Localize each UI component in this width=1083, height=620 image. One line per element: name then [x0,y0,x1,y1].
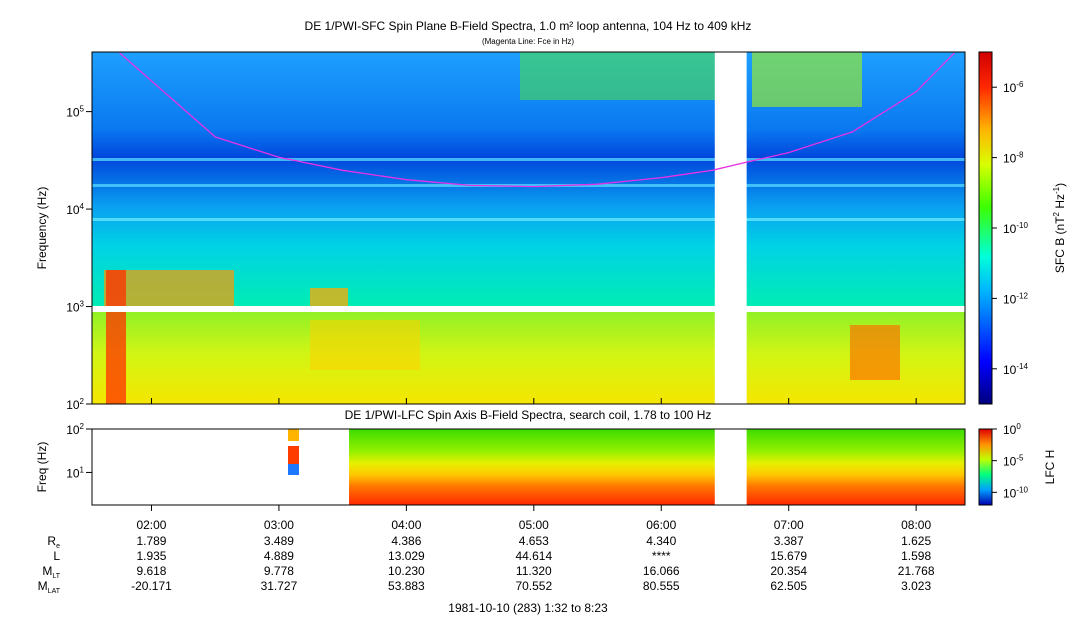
x-tick-label: 02:00 [136,518,166,532]
chart-title: DE 1/PWI-SFC Spin Plane B-Field Spectra,… [305,19,752,33]
sfc-mid-orange-patch [310,288,348,306]
orbit-row-label: Re [47,534,60,550]
sfc-colorbar-ticks: 10-6 10-8 10-10 10-12 10-14 [992,80,1028,377]
orbit-cell: 16.066 [643,564,680,578]
lfc-burst-red [288,446,299,464]
sfc-band-line-3 [92,218,965,221]
orbit-cell: 1.598 [901,549,931,563]
orbit-cell: 31.727 [261,579,298,593]
sfc-spectrogram [91,51,966,405]
x-tick-label: 05:00 [519,518,549,532]
orbit-cell: 21.768 [898,564,935,578]
lfc-title: DE 1/PWI-LFC Spin Axis B-Field Spectra, … [345,408,712,422]
sfc-ylabel: Frequency (Hz) [35,187,49,270]
sfc-gap-1khz [92,306,965,312]
lfc-burst-orange [288,429,299,441]
fce-magenta-line [119,52,955,188]
orbit-cell: 4.340 [646,534,676,548]
lfc-cbar-tick-label: 100 [1003,422,1021,437]
x-tick-label: 06:00 [646,518,676,532]
sfc-frame [91,51,966,405]
sfc-low-band-yellow [310,320,420,370]
orbit-cell: 3.489 [264,534,294,548]
orbit-cell: 4.386 [391,534,421,548]
lfc-spectrogram [91,428,966,506]
sfc-colorbar [978,51,993,405]
lfc-colorbar-gradient [978,428,993,506]
orbit-cell: 1.789 [136,534,166,548]
lfc-ytick-label: 101 [66,465,84,480]
lfc-frame [91,428,966,506]
sfc-y-axis: 102 103 104 105 [66,105,92,412]
orbit-cell: 44.614 [515,549,552,563]
sfc-background [92,52,965,404]
x-tick-label: 08:00 [901,518,931,532]
lfc-ytick-label: 102 [66,422,84,437]
orbit-cell: 3.387 [774,534,804,548]
sfc-low-band-red [106,270,126,404]
sfc-top-yellow-patch [752,52,862,107]
sfc-cbar-tick-label: 10-10 [1003,221,1028,236]
orbit-cell: 1.935 [136,549,166,563]
sfc-colorbar-gradient [978,51,993,405]
x-tick-label: 03:00 [264,518,294,532]
orbit-cell: 1.625 [901,534,931,548]
sfc-cbar-tick-label: 10-8 [1003,151,1024,166]
sfc-cbar-tick-label: 10-12 [1003,291,1028,306]
lfc-cbar-tick-label: 10-10 [1003,485,1028,500]
orbit-cell: -20.171 [131,579,172,593]
orbit-cell: 10.230 [388,564,425,578]
orbit-row-label: MLAT [38,579,61,595]
sfc-colorbar-label: SFC B (nT2 Hz-1) [1052,183,1067,273]
sfc-data-gap [714,52,747,404]
lfc-data-region [349,429,965,505]
orbit-cell: 80.555 [643,579,680,593]
sfc-band-line-2 [92,184,965,187]
x-tick-label: 04:00 [391,518,421,532]
lfc-colorbar [978,428,993,506]
sfc-ytick-label: 105 [66,105,84,120]
time-x-axis: 02:00 03:00 04:00 05:00 06:00 07:00 08:00 [136,398,931,532]
sfc-band-line-1 [92,158,965,161]
lfc-y-axis: 101 102 [66,422,92,480]
lfc-data-gap [714,429,747,505]
orbit-cell: 11.320 [516,564,552,578]
orbit-cell: 53.883 [388,579,425,593]
sfc-ytick-label: 102 [66,397,84,412]
orbit-cell: 4.653 [519,534,549,548]
lfc-cbar-tick-label: 10-5 [1003,454,1024,469]
orbit-cell: **** [652,549,671,563]
sfc-ytick-label: 104 [66,202,84,217]
sfc-late-red-patch [850,325,900,380]
sfc-cbar-tick-label: 10-6 [1003,80,1024,95]
orbit-row-label: L [53,549,60,563]
lfc-colorbar-ticks: 100 10-5 10-10 [992,422,1028,500]
orbit-row-label: MLT [42,564,60,580]
orbit-table: Re 1.789 3.489 4.386 4.653 4.340 3.387 1.625 L 1.… [38,534,935,595]
orbit-cell: 4.889 [264,549,294,563]
lfc-ylabel: Freq (Hz) [35,442,49,493]
footer-date-range: 1981-10-10 (283) 1:32 to 8:23 [448,601,608,615]
chart-subtitle: (Magenta Line: Fce in Hz) [482,37,574,46]
orbit-cell: 20.354 [770,564,807,578]
lfc-colorbar-label: LFC H [1043,450,1057,485]
orbit-cell: 13.029 [388,549,425,563]
x-tick-label: 07:00 [774,518,804,532]
orbit-cell: 9.778 [264,564,294,578]
orbit-cell: 9.618 [136,564,166,578]
orbit-cell: 3.023 [901,579,931,593]
orbit-cell: 62.505 [770,579,807,593]
sfc-cbar-tick-label: 10-14 [1003,362,1028,377]
sfc-ytick-label: 103 [66,300,84,315]
orbit-cell: 70.552 [515,579,552,593]
orbit-cell: 15.679 [770,549,807,563]
lfc-burst-blue [288,464,299,475]
sfc-top-green-patch [520,52,715,100]
